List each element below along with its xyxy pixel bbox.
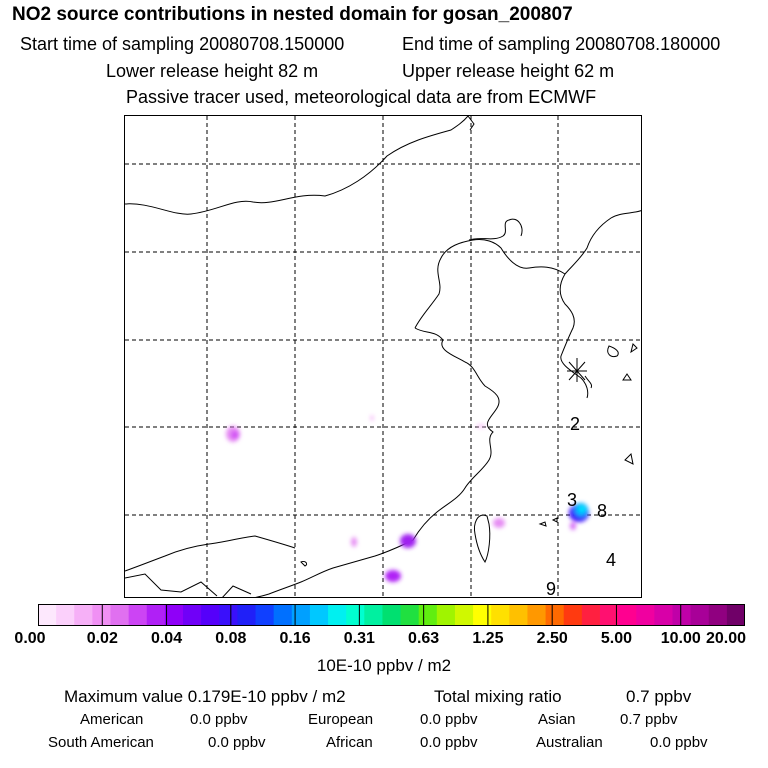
colorbar-cell bbox=[618, 604, 637, 626]
colorbar-cell bbox=[74, 604, 93, 626]
south-american-value: 0.0 ppbv bbox=[208, 734, 266, 751]
total-mixing-label: Total mixing ratio bbox=[434, 687, 562, 706]
colorbar-tick-label: 0.00 bbox=[14, 630, 46, 647]
colorbar-cell bbox=[491, 604, 510, 626]
colorbar-tick-label: 20.00 bbox=[705, 630, 747, 647]
colorbar-cell bbox=[690, 604, 710, 626]
colorbar-cell bbox=[346, 604, 365, 626]
map-panel: 2 3 8 4 9 bbox=[124, 115, 642, 598]
map-label-2: 2 bbox=[570, 414, 580, 434]
colorbar-cell bbox=[56, 604, 75, 626]
african-label: African bbox=[326, 734, 373, 751]
colorbar-cell bbox=[473, 604, 492, 626]
colorbar-cell bbox=[38, 604, 57, 626]
colorbar-cell bbox=[201, 604, 220, 626]
colorbar-cell bbox=[726, 604, 745, 626]
american-value: 0.0 ppbv bbox=[190, 711, 248, 728]
concentration-field bbox=[226, 415, 589, 582]
colorbar-cell bbox=[400, 604, 420, 626]
receptor-star-icon bbox=[567, 358, 587, 382]
colorbar-cell bbox=[146, 604, 166, 626]
colorbar-cell bbox=[291, 604, 311, 626]
american-label: American bbox=[80, 711, 144, 728]
sampling-end: End time of sampling 20080708.180000 bbox=[402, 34, 721, 54]
map-label-4: 4 bbox=[606, 550, 616, 570]
australian-value: 0.0 ppbv bbox=[650, 734, 708, 751]
colorbar-cell bbox=[418, 604, 438, 626]
colorbar-tick-label: 5.00 bbox=[600, 630, 633, 647]
colorbar-cell bbox=[92, 604, 112, 626]
colorbar-cell bbox=[110, 604, 130, 626]
lower-release-height: Lower release height 82 m bbox=[106, 61, 319, 81]
european-label: European bbox=[308, 711, 374, 728]
colorbar-cell bbox=[509, 604, 529, 626]
colorbar-cell bbox=[581, 604, 601, 626]
tracer-note: Passive tracer used, meteorological data… bbox=[126, 87, 597, 107]
colorbar-cell bbox=[672, 604, 692, 626]
colorbar-cell bbox=[454, 604, 474, 626]
colorbar-cell bbox=[128, 604, 148, 626]
colorbar-tick-label: 0.31 bbox=[343, 630, 375, 647]
asian-value: 0.7 ppbv bbox=[620, 711, 678, 728]
colorbar-cell bbox=[636, 604, 655, 626]
sampling-start: Start time of sampling 20080708.150000 bbox=[20, 34, 345, 54]
plot-title: NO2 source contributions in nested domai… bbox=[12, 4, 573, 25]
colorbar-tick-label: 0.16 bbox=[279, 630, 311, 647]
colorbar-tick-label: 10.00 bbox=[660, 630, 701, 647]
colorbar-cell bbox=[599, 604, 619, 626]
coastlines bbox=[125, 116, 641, 597]
map-label-9: 9 bbox=[546, 579, 556, 598]
colorbar-cell bbox=[527, 604, 547, 626]
european-value: 0.0 ppbv bbox=[420, 711, 478, 728]
colorbar-tick-label: 2.50 bbox=[536, 630, 568, 647]
colorbar-tick-label: 1.25 bbox=[472, 630, 504, 647]
colorbar-cell bbox=[545, 604, 565, 626]
colorbar-cell bbox=[654, 604, 674, 626]
colorbar-cell bbox=[436, 604, 456, 626]
colorbar-cell bbox=[364, 604, 384, 626]
colorbar-cell bbox=[237, 604, 257, 626]
grid-lines bbox=[125, 116, 641, 597]
south-american-label: South American bbox=[48, 734, 154, 751]
colorbar-tick-label: 0.02 bbox=[86, 630, 118, 647]
map-label-8: 8 bbox=[597, 501, 607, 521]
map-canvas: 2 3 8 4 9 bbox=[125, 116, 641, 598]
colorbar-tick-label: 0.63 bbox=[408, 630, 440, 647]
colorbar-cell bbox=[328, 604, 347, 626]
african-value: 0.0 ppbv bbox=[420, 734, 478, 751]
colorbar-cell bbox=[382, 604, 402, 626]
colorbar-unit: 10E-10 ppbv / m2 bbox=[316, 656, 452, 675]
total-mixing-value: 0.7 ppbv bbox=[626, 687, 692, 706]
colorbar bbox=[38, 604, 745, 626]
colorbar-cell bbox=[309, 604, 329, 626]
map-label-3: 3 bbox=[567, 490, 577, 510]
colorbar-cell bbox=[183, 604, 202, 626]
colorbar-cell bbox=[255, 604, 275, 626]
australian-label: Australian bbox=[536, 734, 603, 751]
colorbar-tick-label: 0.08 bbox=[215, 630, 247, 647]
asian-label: Asian bbox=[538, 711, 576, 728]
colorbar-cell bbox=[708, 604, 728, 626]
colorbar-cell bbox=[273, 604, 293, 626]
maximum-value: Maximum value 0.179E-10 ppbv / m2 bbox=[64, 687, 346, 706]
colorbar-tick-label: 0.04 bbox=[150, 630, 183, 647]
upper-release-height: Upper release height 62 m bbox=[402, 61, 615, 81]
colorbar-cell bbox=[563, 604, 583, 626]
colorbar-cell bbox=[219, 604, 239, 626]
colorbar-cell bbox=[164, 604, 184, 626]
